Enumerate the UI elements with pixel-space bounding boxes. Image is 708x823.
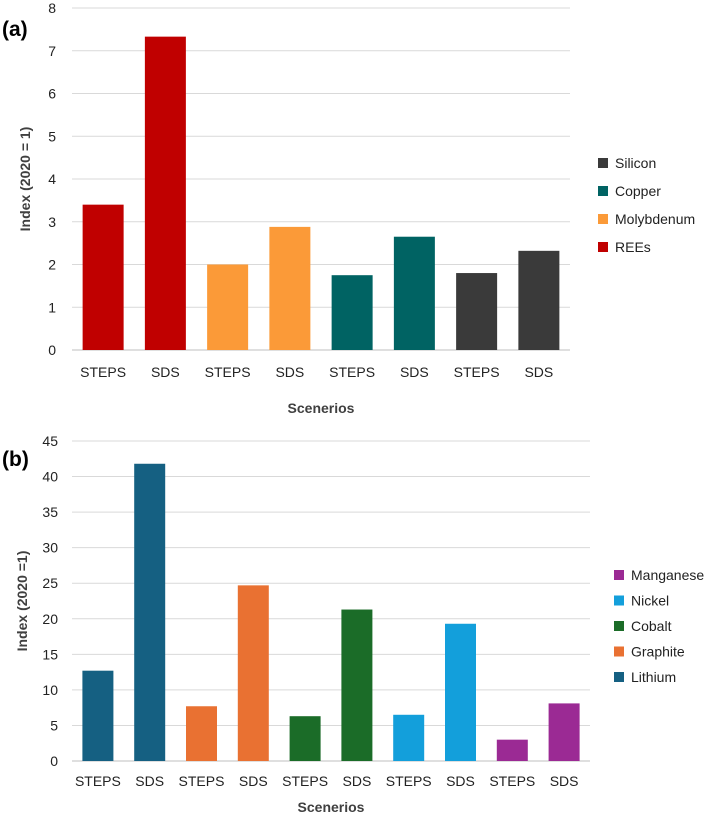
legend: Silicon Copper Molybdenum REEs: [598, 155, 695, 255]
chart-panel-b: (b) 0 5 10 15 20 25 30 35 40 45 STEPS SDS STEPS SDS ST…: [2, 433, 704, 815]
bar-manganese-steps: [496, 739, 528, 761]
bar-silicon-sds: [518, 250, 560, 350]
bar-cobalt-steps: [289, 716, 321, 761]
x-tick-label: SDS: [275, 364, 304, 380]
y-tick-label: 3: [48, 214, 56, 230]
y-tick-label: 7: [48, 43, 56, 59]
legend-swatch-rees: [598, 242, 608, 252]
bar-graphite-sds: [237, 585, 269, 761]
bar-lithium-sds: [134, 463, 166, 761]
legend-swatch-cobalt: [614, 621, 624, 631]
bar-rees-sds: [144, 36, 186, 351]
x-tick-label: SDS: [239, 773, 268, 789]
legend-swatch-copper: [598, 186, 608, 196]
bar-silicon-steps: [456, 273, 498, 350]
legend-label-lithium: Lithium: [631, 669, 676, 685]
legend-swatch-nickel: [614, 595, 624, 606]
legend-swatch-graphite: [614, 646, 624, 657]
y-tick-label: 45: [42, 433, 58, 449]
y-tick-label: 1: [48, 299, 56, 315]
bar-nickel-sds: [445, 623, 476, 761]
x-tick-label: STEPS: [489, 773, 535, 789]
y-tick-label: 20: [42, 611, 58, 627]
y-axis-title: Index (2020 = 1): [17, 127, 33, 232]
bar-lithium-steps: [82, 670, 114, 761]
x-tick-label: SDS: [151, 364, 180, 380]
x-tick-label: STEPS: [386, 773, 432, 789]
y-tick-label: 0: [48, 342, 56, 358]
y-tick-label: 35: [42, 504, 58, 520]
x-tick-label: SDS: [343, 773, 372, 789]
y-tick-label: 5: [48, 128, 56, 144]
x-tick-label: STEPS: [329, 364, 375, 380]
bar-molybdenum-sds: [269, 226, 311, 350]
legend-label-molybdenum: Molybdenum: [615, 211, 695, 227]
legend-label-graphite: Graphite: [631, 644, 685, 660]
y-tick-label: 40: [42, 469, 58, 485]
x-tick-label: SDS: [400, 364, 429, 380]
x-tick-label: STEPS: [282, 773, 328, 789]
x-tick-label: STEPS: [205, 364, 251, 380]
bar-nickel-steps: [393, 714, 425, 761]
legend-swatch-silicon: [598, 158, 608, 168]
legend-label-silicon: Silicon: [615, 155, 656, 171]
x-tick-label: SDS: [550, 773, 579, 789]
x-tick-label: STEPS: [80, 364, 126, 380]
bar-graphite-steps: [186, 706, 217, 761]
legend-swatch-lithium: [614, 672, 624, 682]
legend-label-manganese: Manganese: [631, 567, 704, 583]
bar-rees-steps: [82, 204, 124, 350]
x-axis-title: Scenerios: [298, 799, 365, 815]
y-tick-label: 15: [42, 646, 58, 662]
legend-label-copper: Copper: [615, 183, 661, 199]
bar-copper-steps: [331, 275, 373, 350]
y-tick-label: 4: [48, 171, 56, 187]
legend-swatch-molybdenum: [598, 214, 608, 224]
y-tick-label: 30: [42, 540, 58, 556]
legend-label-rees: REEs: [615, 239, 651, 255]
y-tick-label: 2: [48, 257, 56, 273]
x-tick-label: SDS: [524, 364, 553, 380]
bar-manganese-sds: [548, 703, 580, 761]
x-tick-label: STEPS: [75, 773, 121, 789]
y-tick-label: 0: [50, 753, 58, 769]
legend-swatch-manganese: [614, 570, 624, 580]
legend: Manganese Nickel Cobalt Graphite Lithium: [614, 567, 704, 685]
panel-label-b: (b): [2, 448, 29, 471]
x-tick-label: STEPS: [454, 364, 500, 380]
x-tick-label: STEPS: [179, 773, 225, 789]
x-tick-label: SDS: [446, 773, 475, 789]
legend-label-cobalt: Cobalt: [631, 618, 672, 634]
y-tick-label: 6: [48, 86, 56, 102]
chart-panel-a: (a) 0 1 2 3 4 5 6 7 8 STEPS SDS STEPS SDS STEPS SDS STE…: [2, 0, 695, 416]
y-tick-label: 8: [48, 0, 56, 16]
legend-label-nickel: Nickel: [631, 593, 669, 609]
bar-cobalt-sds: [341, 609, 373, 761]
bar-copper-sds: [393, 236, 435, 350]
x-tick-label: SDS: [135, 773, 164, 789]
panel-label-a: (a): [2, 18, 28, 41]
y-tick-label: 10: [42, 682, 58, 698]
bar-molybdenum-steps: [207, 264, 249, 350]
y-tick-label: 5: [50, 717, 58, 733]
y-tick-label: 25: [42, 575, 58, 591]
x-axis-title: Scenerios: [288, 400, 355, 416]
y-axis-title: Index (2020 =1): [14, 551, 30, 652]
